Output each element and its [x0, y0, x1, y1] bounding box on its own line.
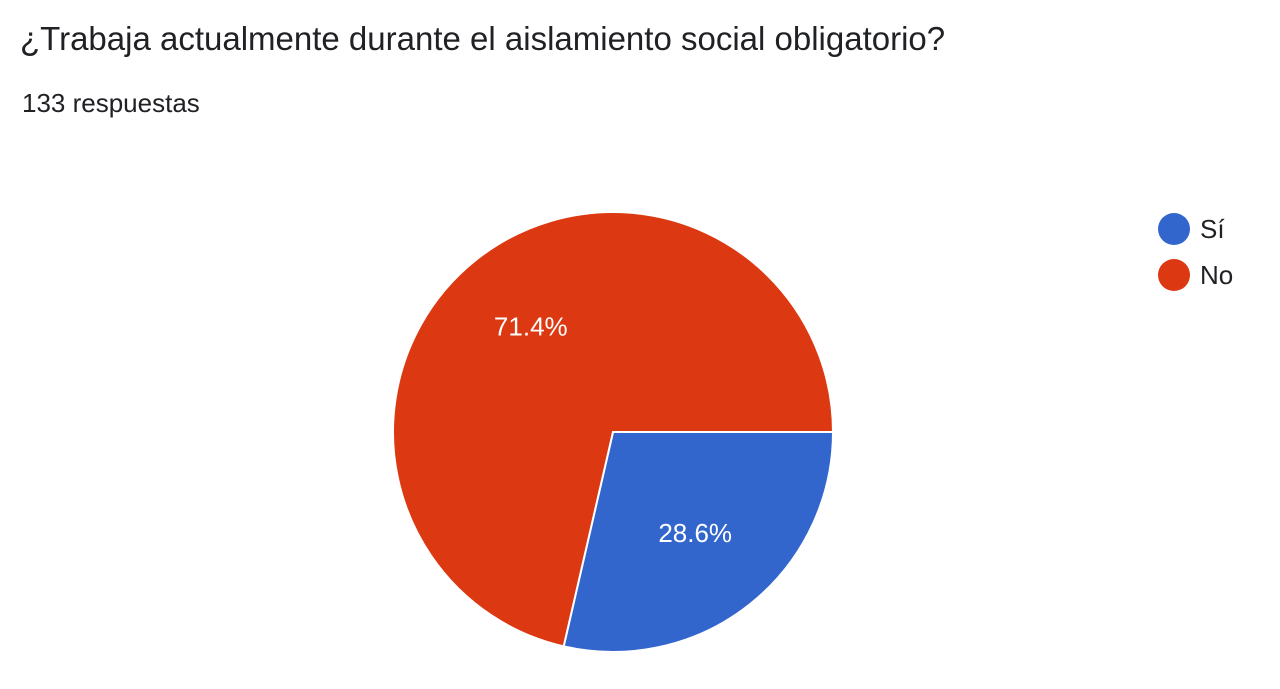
chart-legend: Sí No	[1158, 206, 1233, 298]
legend-item-no[interactable]: No	[1158, 252, 1233, 298]
legend-label-no: No	[1200, 259, 1234, 290]
response-count: 133 respuestas	[22, 88, 200, 118]
pie-label-no: 71.4%	[494, 312, 568, 342]
pie-slice-no[interactable]	[392, 211, 835, 648]
legend-swatch-no	[1158, 259, 1190, 291]
legend-swatch-si	[1158, 213, 1190, 245]
legend-label-si: Sí	[1200, 213, 1225, 244]
legend-item-si[interactable]: Sí	[1158, 206, 1233, 252]
pie-label-si: 28.6%	[658, 518, 732, 548]
pie-slice-si[interactable]	[562, 431, 835, 653]
chart-title: ¿Trabaja actualmente durante el aislamie…	[20, 20, 946, 57]
